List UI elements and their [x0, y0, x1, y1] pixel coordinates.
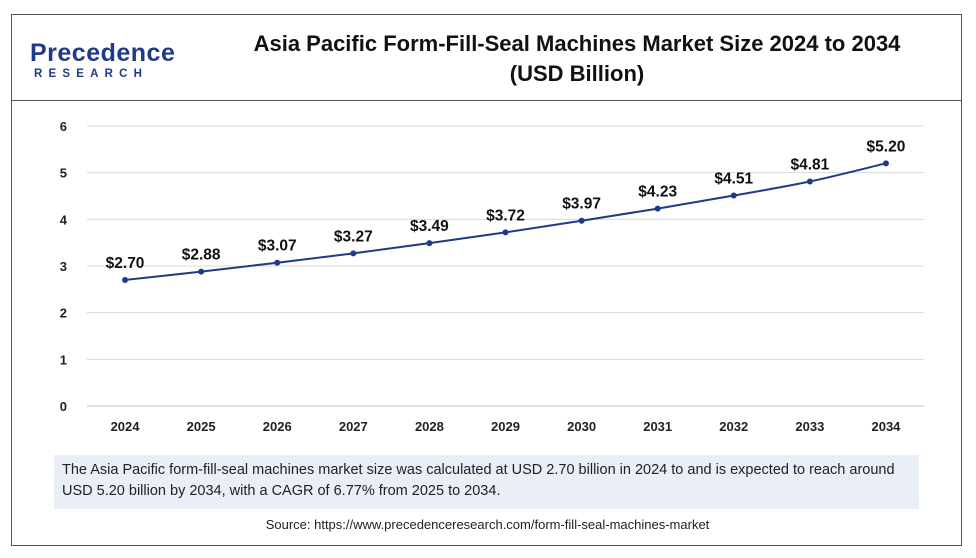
- logo-text: Precedence: [30, 39, 176, 67]
- data-label: $5.20: [867, 138, 906, 155]
- x-tick-label: 2030: [567, 419, 596, 434]
- chart-title-line2: (USD Billion): [509, 61, 645, 86]
- y-tick-label: 0: [60, 399, 67, 414]
- data-label: $3.49: [410, 218, 449, 235]
- data-label: $3.72: [486, 207, 525, 224]
- x-tick-label: 2031: [643, 419, 672, 434]
- header: Precedence RESEARCH Asia Pacific Form-Fi…: [12, 15, 961, 101]
- y-tick-label: 1: [60, 352, 67, 367]
- data-point: [350, 250, 357, 257]
- y-tick-label: 4: [60, 212, 68, 227]
- precedence-research-logo: Precedence RESEARCH: [30, 39, 175, 85]
- x-tick-label: 2032: [719, 419, 748, 434]
- data-point: [274, 259, 281, 266]
- x-tick-label: 2034: [871, 419, 901, 434]
- x-tick-label: 2025: [187, 419, 216, 434]
- data-point: [730, 192, 737, 199]
- x-tick-label: 2027: [339, 419, 368, 434]
- data-point: [122, 277, 129, 283]
- data-point: [654, 205, 661, 212]
- x-tick-label: 2029: [491, 419, 520, 434]
- chart-title-line1: Asia Pacific Form-Fill-Seal Machines Mar…: [253, 31, 901, 56]
- logo-subtext: RESEARCH: [34, 68, 149, 80]
- x-tick-label: 2026: [263, 419, 292, 434]
- data-point: [882, 160, 889, 167]
- data-point: [806, 178, 813, 185]
- y-tick-label: 6: [60, 119, 67, 134]
- data-label: $4.23: [638, 184, 677, 201]
- data-label: $2.88: [182, 247, 221, 264]
- chart-title: Asia Pacific Form-Fill-Seal Machines Mar…: [197, 29, 957, 89]
- chart-frame: Precedence RESEARCH Asia Pacific Form-Fi…: [11, 14, 962, 546]
- data-label: $4.51: [714, 171, 753, 188]
- source-text: Source: https://www.precedenceresearch.c…: [265, 517, 710, 532]
- line-chart: 0 1 2 3 4 5 6 2024 2025 2026 2027 2028 2029 2030 2031 2…: [60, 119, 924, 434]
- y-tick-label: 5: [60, 166, 67, 181]
- summary-note: The Asia Pacific form-fill-seal machines…: [54, 455, 919, 509]
- data-point: [502, 229, 509, 236]
- data-label: $3.07: [258, 238, 297, 255]
- y-tick-label: 3: [60, 259, 67, 274]
- x-tick-label: 2024: [111, 419, 141, 434]
- data-label: $4.81: [790, 157, 829, 174]
- x-tick-label: 2033: [795, 419, 824, 434]
- data-point: [198, 268, 205, 275]
- data-label: $3.97: [562, 196, 601, 213]
- data-label: $3.27: [334, 228, 373, 245]
- data-label: $2.70: [106, 255, 145, 272]
- data-point: [426, 240, 433, 247]
- data-point: [578, 217, 585, 224]
- x-tick-label: 2028: [415, 419, 444, 434]
- y-tick-label: 2: [60, 306, 67, 321]
